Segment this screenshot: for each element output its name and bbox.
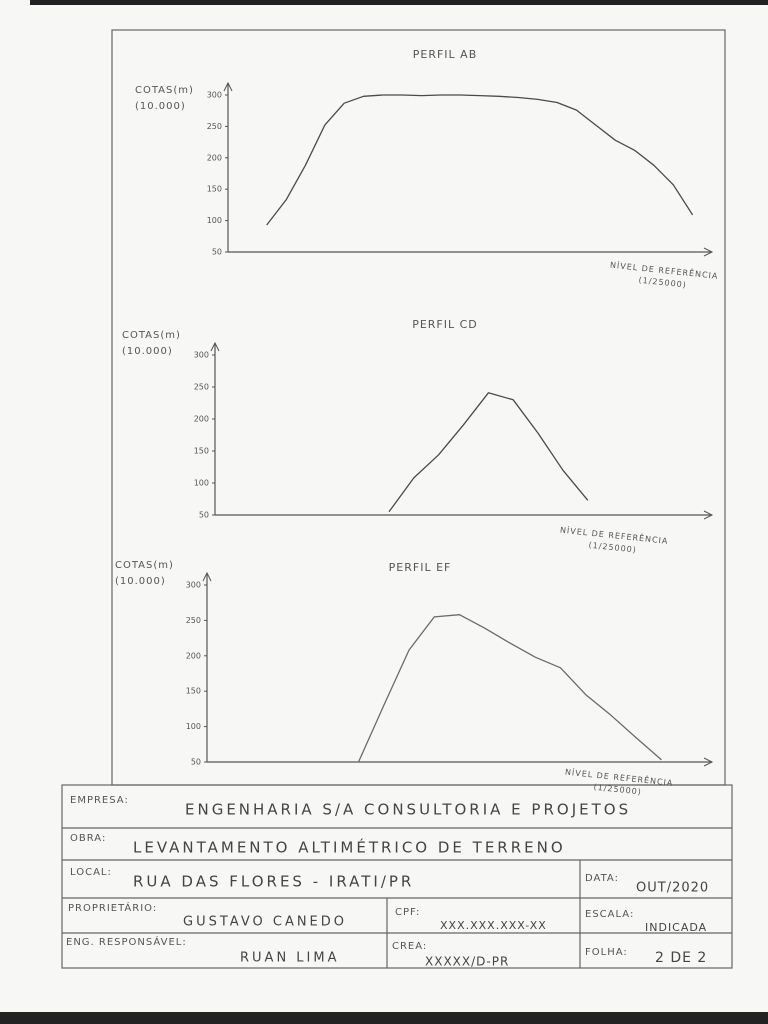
y-axis-label: COTAS(m): [135, 85, 194, 96]
y-tick-label: 200: [207, 153, 222, 162]
label: OBRA:: [70, 833, 106, 844]
y-tick-label: 50: [212, 248, 222, 257]
y-tick-label: 100: [194, 479, 209, 488]
value: GUSTAVO CANEDO: [183, 915, 347, 930]
y-tick-label: 50: [199, 511, 209, 520]
profile-line: [266, 94, 694, 226]
y-axis-label: COTAS(m): [122, 330, 181, 341]
y-tick-label: 200: [194, 415, 209, 424]
value: ENGENHARIA S/A CONSULTORIA E PROJETOS: [185, 801, 631, 819]
label: EMPRESA:: [70, 795, 129, 806]
y-axis-label: (10.000): [122, 346, 173, 357]
label: CPF:: [395, 907, 420, 918]
value: RUAN LIMA: [240, 951, 339, 966]
y-tick-label: 300: [186, 581, 201, 590]
y-tick-label: 200: [186, 651, 201, 660]
label: LOCAL:: [70, 867, 112, 878]
chart-title: PERFIL AB: [413, 48, 478, 61]
y-tick-label: 150: [194, 447, 209, 456]
value: RUA DAS FLORES - IRATI/PR: [133, 873, 414, 891]
label: CREA:: [392, 941, 427, 952]
axis-arrow: [202, 571, 212, 582]
chart-title: PERFIL EF: [389, 561, 452, 574]
y-tick-label: 150: [207, 185, 222, 194]
y-tick-label: 100: [186, 722, 201, 731]
label: ENG. RESPONSÁVEL:: [66, 935, 187, 948]
y-tick-label: 250: [194, 383, 209, 392]
axis-arrow: [703, 510, 714, 520]
profile-line: [388, 392, 589, 513]
title-block: EMPRESA: ENGENHARIA S/A CONSULTORIA E PR…: [61, 784, 733, 969]
y-tick-label: 100: [207, 216, 222, 225]
y-axis-label: COTAS(m): [115, 560, 174, 571]
value: LEVANTAMENTO ALTIMÉTRICO DE TERRENO: [133, 838, 566, 857]
label: PROPRIETÁRIO:: [68, 901, 157, 914]
axis-arrow: [223, 81, 233, 92]
y-tick-label: 300: [207, 91, 222, 100]
axis-arrow: [210, 341, 220, 352]
y-tick-label: 150: [186, 687, 201, 696]
axis-arrow: [703, 757, 714, 767]
value: OUT/2020: [636, 881, 709, 896]
top-edge: [30, 0, 768, 5]
y-tick-label: 250: [186, 616, 201, 625]
value: XXX.XXX.XXX-XX: [440, 919, 547, 932]
y-tick-label: 50: [191, 758, 201, 767]
bottom-edge: [0, 1012, 768, 1024]
value: XXXXX/D-PR: [425, 955, 509, 969]
label: ESCALA:: [585, 909, 634, 920]
value: 2 DE 2: [655, 950, 707, 966]
y-tick-label: 300: [194, 351, 209, 360]
label: DATA:: [585, 873, 619, 884]
label: FOLHA:: [585, 947, 628, 958]
y-axis-label: (10.000): [115, 576, 166, 587]
chart-title: PERFIL CD: [412, 318, 478, 331]
y-axis-label: (10.000): [135, 101, 186, 112]
axis-arrow: [703, 247, 714, 257]
y-tick-label: 250: [207, 122, 222, 131]
block-frame: [61, 784, 733, 969]
value: INDICADA: [645, 921, 707, 934]
profile-line: [357, 614, 662, 763]
